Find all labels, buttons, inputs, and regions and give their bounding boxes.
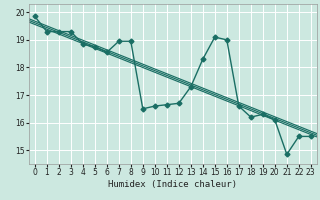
X-axis label: Humidex (Indice chaleur): Humidex (Indice chaleur) <box>108 180 237 189</box>
